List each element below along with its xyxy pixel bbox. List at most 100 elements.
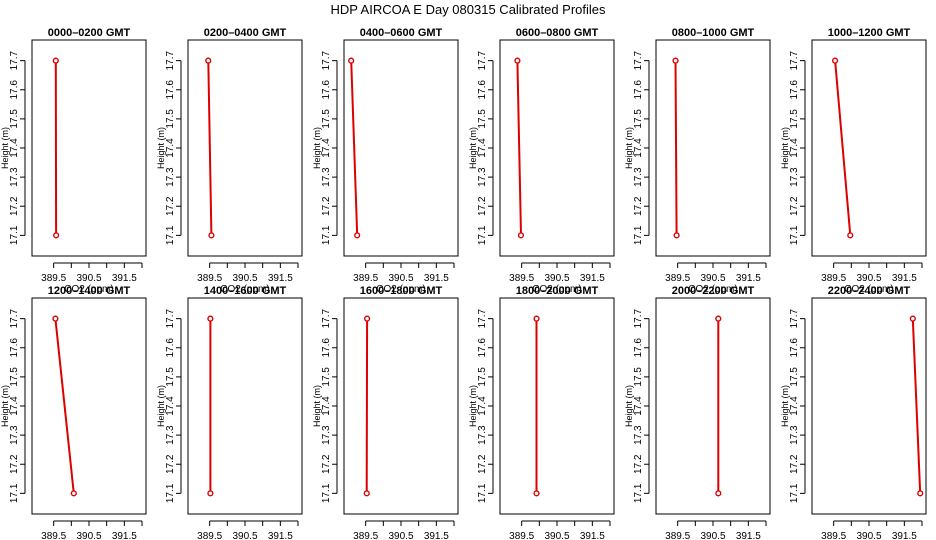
- x-tick-label: 391.5: [892, 531, 917, 540]
- x-tick-label: 390.5: [856, 273, 881, 284]
- y-tick-label: 17.4: [9, 396, 20, 416]
- x-tick-label: 389.5: [509, 273, 534, 284]
- y-tick-label: 17.6: [789, 80, 800, 100]
- y-tick-label: 17.2: [477, 196, 488, 216]
- y-axis: 17.1 17.2 17.3 17.4 17.5 17.6 17.7 Height (m): [312, 50, 338, 245]
- plot-frame: [187, 297, 303, 515]
- x-tick-label: 389.5: [665, 531, 690, 540]
- y-tick-label: 17.3: [321, 167, 332, 187]
- profile-series: [672, 57, 680, 239]
- plot-frame: [31, 297, 147, 515]
- profile-series: [205, 57, 215, 239]
- y-tick-label: 17.3: [633, 425, 644, 445]
- y-tick-label: 17.1: [165, 483, 176, 503]
- y-tick-label: 17.5: [633, 367, 644, 387]
- x-tick-label: 391.5: [736, 273, 761, 284]
- y-tick-label: 17.1: [477, 483, 488, 503]
- profile-series: [363, 315, 371, 497]
- plot-frame: [343, 39, 459, 257]
- y-tick-label: 17.3: [477, 425, 488, 445]
- profile-point: [52, 315, 59, 322]
- y-axis: 17.1 17.2 17.3 17.4 17.5 17.6 17.7 Height (m): [780, 308, 806, 503]
- y-tick-label: 17.2: [321, 196, 332, 216]
- y-axis: 17.1 17.2 17.3 17.4 17.5 17.6 17.7 Height (m): [624, 50, 650, 245]
- profile-panel: 2000–2200 GMT 389.5 390.5 391.5 CO2 (ppm) 17.…: [624, 285, 771, 540]
- y-tick-label: 17.1: [165, 225, 176, 245]
- plot-frame: [499, 297, 615, 515]
- y-tick-label: 17.5: [789, 367, 800, 387]
- profile-series: [831, 57, 854, 239]
- y-tick-label: 17.2: [633, 196, 644, 216]
- profile-point: [363, 490, 370, 497]
- y-tick-label: 17.6: [321, 80, 332, 100]
- y-tick-label: 17.1: [9, 225, 20, 245]
- panel-title: 0800–1000 GMT: [672, 27, 755, 39]
- profile-point: [715, 490, 722, 497]
- panel-title: 2200–2400 GMT: [828, 285, 911, 297]
- x-tick-label: 391.5: [580, 273, 605, 284]
- profile-line: [516, 60, 522, 236]
- plot-frame: [499, 39, 615, 257]
- y-tick-label: 17.1: [321, 225, 332, 245]
- panel-title: 0400–0600 GMT: [360, 27, 443, 39]
- y-axis-label: Height (m): [312, 127, 322, 169]
- y-tick-label: 17.7: [165, 308, 176, 328]
- profile-line: [674, 60, 678, 236]
- y-axis: 17.1 17.2 17.3 17.4 17.5 17.6 17.7 Height (m): [624, 308, 650, 503]
- y-axis-label: Height (m): [624, 385, 634, 427]
- y-axis: 17.1 17.2 17.3 17.4 17.5 17.6 17.7 Height (m): [780, 50, 806, 245]
- profile-point: [207, 315, 214, 322]
- profile-panel: 2200–2400 GMT 389.5 390.5 391.5 CO2 (ppm) 17.…: [780, 285, 927, 540]
- y-axis-label: Height (m): [780, 127, 790, 169]
- y-tick-label: 17.6: [477, 80, 488, 100]
- y-tick-label: 17.1: [789, 483, 800, 503]
- y-tick-label: 17.2: [477, 454, 488, 474]
- y-tick-label: 17.6: [321, 338, 332, 358]
- x-tick-label: 391.5: [268, 531, 293, 540]
- x-tick-label: 389.5: [197, 273, 222, 284]
- panel-title: 0600–0800 GMT: [516, 27, 599, 39]
- profile-point: [514, 57, 521, 64]
- x-tick-label: 389.5: [41, 531, 66, 540]
- x-tick-label: 391.5: [424, 531, 449, 540]
- y-tick-label: 17.1: [633, 483, 644, 503]
- panel-title: 1000–1200 GMT: [828, 27, 911, 39]
- y-tick-label: 17.2: [9, 196, 20, 216]
- y-tick-label: 17.7: [9, 50, 20, 70]
- x-tick-label: 390.5: [388, 531, 413, 540]
- profile-point: [715, 315, 722, 322]
- panel-title: 2000–2200 GMT: [672, 285, 755, 297]
- x-tick-label: 390.5: [232, 531, 257, 540]
- y-tick-label: 17.5: [321, 367, 332, 387]
- y-tick-label: 17.2: [633, 454, 644, 474]
- x-tick-label: 390.5: [76, 273, 101, 284]
- x-axis-label: CO2 (ppm): [844, 284, 893, 295]
- y-tick-label: 17.4: [789, 138, 800, 158]
- x-tick-label: 391.5: [112, 273, 137, 284]
- x-axis-label: CO2 (ppm): [376, 284, 425, 295]
- profile-series: [207, 315, 214, 497]
- y-tick-label: 17.5: [9, 367, 20, 387]
- y-tick-label: 17.2: [165, 454, 176, 474]
- y-axis: 17.1 17.2 17.3 17.4 17.5 17.6 17.7 Height (m): [156, 308, 182, 503]
- y-tick-label: 17.2: [789, 196, 800, 216]
- profile-panel: 1400–1600 GMT 389.5 390.5 391.5 CO2 (ppm) 17.…: [156, 285, 303, 540]
- x-tick-label: 390.5: [76, 531, 101, 540]
- y-tick-label: 17.6: [789, 338, 800, 358]
- profile-series: [514, 57, 525, 239]
- x-tick-label: 389.5: [197, 531, 222, 540]
- x-tick-label: 391.5: [112, 531, 137, 540]
- y-tick-label: 17.3: [321, 425, 332, 445]
- panel-title: 1200–1400 GMT: [48, 285, 131, 297]
